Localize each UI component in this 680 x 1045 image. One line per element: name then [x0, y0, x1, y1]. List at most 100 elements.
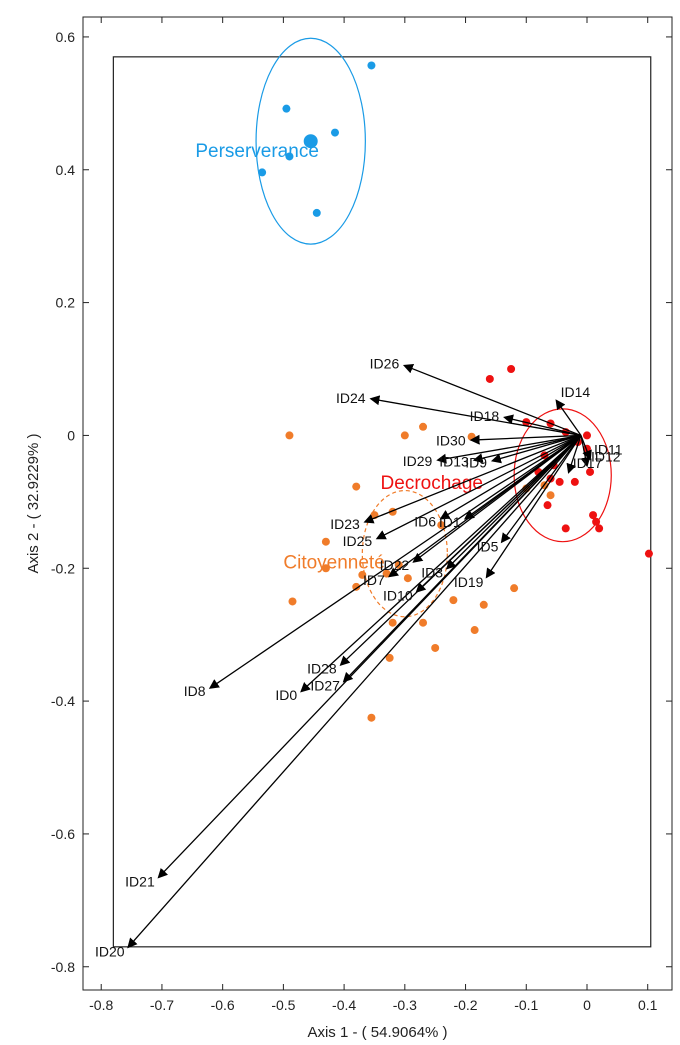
arrow-id9 — [490, 434, 582, 464]
y-tick-label: 0.4 — [56, 162, 76, 178]
data-point — [582, 431, 591, 440]
data-point — [285, 431, 294, 440]
arrow-id6 — [439, 434, 582, 520]
arrow-label: ID21 — [125, 873, 155, 889]
group-ellipse — [361, 489, 448, 618]
arrow-id21 — [157, 434, 582, 879]
x-tick-label: -0.4 — [332, 997, 356, 1013]
data-point — [485, 374, 494, 383]
axis-ticks: -0.8 -0.7 -0.6 -0.5 -0.4 -0.3 -0.2 -0.1 0 0.1 -0.8… — [51, 17, 672, 1013]
data-point — [312, 208, 321, 217]
x-tick-label: 0.1 — [638, 997, 658, 1013]
group-layer: Perserverance Decrochage Citoyenneté — [195, 37, 653, 722]
data-point — [586, 467, 595, 476]
data-point — [282, 104, 291, 113]
y-tick-label: -0.4 — [51, 693, 75, 709]
arrow-id25 — [375, 434, 582, 540]
arrow-label: ID19 — [454, 574, 484, 590]
x-tick-label: 0 — [583, 997, 591, 1013]
arrow-id24 — [369, 395, 582, 437]
arrow-id17 — [566, 435, 582, 474]
data-point — [592, 517, 601, 526]
data-point — [419, 422, 428, 431]
data-point — [543, 501, 552, 510]
arrow-label: ID25 — [343, 533, 373, 549]
data-point — [419, 618, 428, 627]
data-point — [479, 600, 488, 609]
arrow-label: ID17 — [573, 455, 603, 471]
x-tick-label: -0.6 — [211, 997, 235, 1013]
y-axis-title: Axis 2 - ( 32.9229% ) — [25, 433, 42, 573]
group-perserverance: Perserverance — [195, 37, 376, 245]
data-point — [352, 482, 361, 491]
arrow-label: ID30 — [436, 432, 466, 448]
arrow-label: ID24 — [336, 390, 366, 406]
arrow-id12 — [580, 435, 591, 468]
inner-box — [112, 56, 652, 948]
arrow-id29 — [436, 434, 582, 464]
plot-frame — [82, 16, 673, 991]
arrow-id30 — [469, 434, 581, 445]
arrow-id19 — [485, 435, 582, 579]
arrow-id28 — [339, 434, 582, 666]
x-tick-label: -0.3 — [393, 997, 417, 1013]
arrow-id26 — [402, 363, 582, 437]
arrow-id11 — [580, 435, 592, 461]
data-point — [555, 477, 564, 486]
data-point — [644, 549, 653, 558]
arrow-id5 — [500, 435, 582, 544]
arrow-id18 — [503, 414, 582, 437]
data-point — [510, 584, 519, 593]
arrow-label: ID22 — [380, 557, 410, 573]
data-point — [449, 596, 458, 605]
data-point — [561, 524, 570, 533]
arrow-label: ID23 — [330, 516, 360, 532]
data-point — [437, 521, 446, 530]
data-point — [400, 431, 409, 440]
group-label: Citoyenneté — [283, 553, 384, 574]
data-point — [546, 491, 555, 500]
y-tick-label: 0 — [67, 427, 75, 443]
arrow-label: ID20 — [95, 943, 125, 959]
arrow-label: ID26 — [370, 355, 400, 371]
arrow-layer — [127, 363, 592, 949]
data-point — [507, 365, 516, 374]
arrow-label: ID10 — [383, 588, 413, 604]
data-point — [321, 564, 330, 573]
x-tick-label: -0.7 — [150, 997, 174, 1013]
arrow-label: ID29 — [403, 453, 433, 469]
x-axis-title: Axis 1 - ( 54.9064% ) — [307, 1024, 447, 1041]
arrow-label: ID18 — [470, 408, 500, 424]
group-label: Decrochage — [381, 473, 483, 494]
group-label: Perserverance — [195, 141, 319, 162]
data-point — [595, 524, 604, 533]
arrow-id23 — [363, 434, 582, 524]
arrow-label: ID14 — [561, 384, 591, 400]
data-point — [394, 560, 403, 569]
arrow-label: ID5 — [477, 539, 499, 555]
arrow-label: ID3 — [421, 564, 443, 580]
data-point — [589, 511, 598, 520]
data-point — [385, 653, 394, 662]
data-point — [470, 626, 479, 635]
group-centroid — [303, 134, 318, 149]
y-tick-label: 0.6 — [56, 29, 76, 45]
data-point — [367, 61, 376, 70]
y-tick-label: -0.6 — [51, 826, 75, 842]
x-tick-label: -0.1 — [514, 997, 538, 1013]
x-tick-label: -0.8 — [89, 997, 113, 1013]
arrow-id7 — [388, 434, 582, 578]
data-point — [288, 597, 297, 606]
arrow-label: ID27 — [310, 677, 340, 693]
x-tick-label: -0.2 — [453, 997, 477, 1013]
data-point — [367, 713, 376, 722]
arrow-id14 — [555, 399, 582, 436]
data-point — [546, 474, 555, 483]
data-point — [321, 537, 330, 546]
arrow-id0 — [300, 434, 582, 693]
data-point — [330, 128, 339, 137]
arrow-label: ID13 — [439, 453, 469, 469]
x-tick-label: -0.5 — [271, 997, 295, 1013]
